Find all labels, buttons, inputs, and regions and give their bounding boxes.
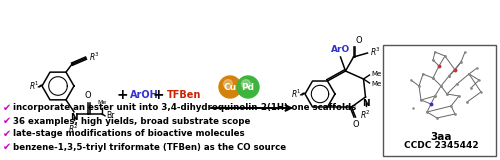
Text: 36 examples, high yields, broad substrate scope: 36 examples, high yields, broad substrat…: [13, 116, 250, 125]
Text: TFBen: TFBen: [167, 90, 202, 100]
Circle shape: [242, 80, 250, 88]
Text: Br: Br: [106, 111, 114, 120]
Text: Pd: Pd: [242, 83, 254, 92]
FancyBboxPatch shape: [382, 44, 496, 156]
Text: +: +: [152, 88, 164, 102]
Text: O: O: [84, 91, 91, 100]
Text: R$^1$: R$^1$: [290, 88, 301, 100]
Text: incorporate an ester unit into 3,4-dihydroquinolin-2(1H)-one scaffolds: incorporate an ester unit into 3,4-dihyd…: [13, 104, 356, 112]
Text: 3aa: 3aa: [430, 132, 452, 142]
Text: R$^3$: R$^3$: [89, 51, 100, 63]
Text: N: N: [70, 113, 78, 122]
Text: ✔: ✔: [3, 142, 11, 152]
Text: Me: Me: [98, 100, 106, 105]
Text: O: O: [352, 120, 359, 129]
Circle shape: [219, 76, 241, 98]
Text: Me: Me: [372, 81, 382, 87]
Text: ✔: ✔: [3, 103, 11, 113]
Text: ArO: ArO: [331, 45, 350, 54]
Circle shape: [224, 80, 232, 88]
Text: R$^2$: R$^2$: [360, 109, 370, 121]
Text: benzene-1,3,5-triyl triformate (TFBen) as the CO source: benzene-1,3,5-triyl triformate (TFBen) a…: [13, 143, 286, 152]
Text: ✔: ✔: [3, 129, 11, 139]
Text: R$^2$: R$^2$: [68, 123, 78, 135]
Text: R$^1$: R$^1$: [28, 80, 39, 92]
Text: CCDC 2345442: CCDC 2345442: [404, 141, 478, 151]
Text: R$^3$: R$^3$: [370, 46, 380, 58]
Text: late-stage modifications of bioactive molecules: late-stage modifications of bioactive mo…: [13, 129, 244, 139]
Text: ArOH: ArOH: [130, 90, 159, 100]
Text: +: +: [116, 88, 128, 102]
Circle shape: [237, 76, 259, 98]
Text: O: O: [356, 36, 362, 45]
Text: Cu: Cu: [224, 83, 236, 92]
Text: N: N: [362, 99, 370, 108]
Text: ✔: ✔: [3, 116, 11, 126]
Text: Me: Me: [372, 71, 382, 77]
